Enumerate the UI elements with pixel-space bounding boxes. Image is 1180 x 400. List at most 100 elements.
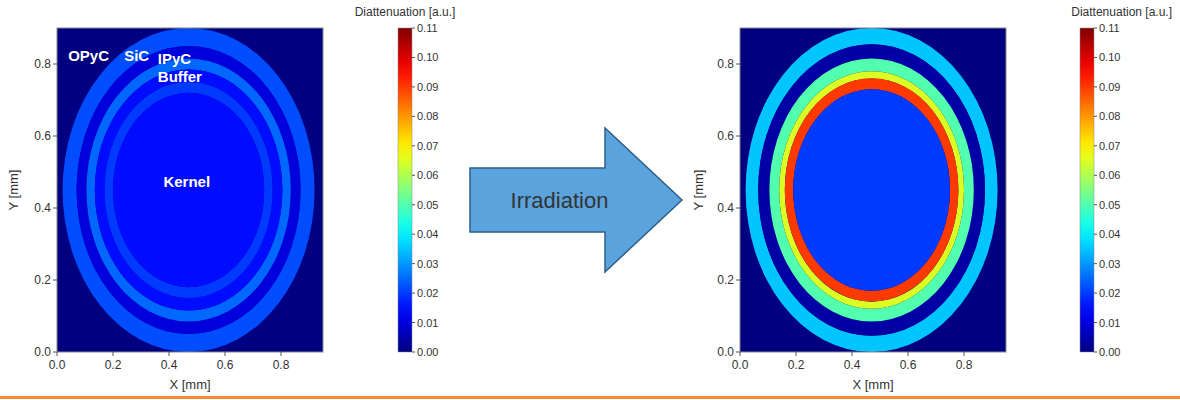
colorbar-tick: [412, 352, 415, 353]
y-tick: [53, 208, 57, 209]
panel: 0.00.20.40.60.80.00.20.40.60.8X [mm]Y [m…: [6, 5, 455, 392]
y-tick: [53, 352, 57, 353]
colorbar-tick-label: 0.05: [1099, 199, 1120, 211]
ring: [95, 69, 283, 310]
x-tick: [113, 352, 114, 356]
colorbar-tick-label: 0.08: [417, 110, 438, 122]
colorbar-tick-label: 0.08: [1099, 110, 1120, 122]
figure: 0.0 0.2 0.4 0.6 0.8 0.0 0.2 0.4 0.6 0.8 X [mm] Y [m…: [0, 0, 1180, 400]
y-tick-label: 0.0: [34, 345, 51, 359]
colorbar-tick: [412, 234, 415, 235]
plot-frame: [57, 28, 323, 352]
colorbar-tick: [1094, 234, 1097, 235]
colorbar-tick-label: 0.09: [417, 81, 438, 93]
x-tick-label: 0.8: [956, 358, 973, 372]
plot-background: [740, 28, 1006, 352]
colorbar-tick: [412, 28, 415, 29]
y-tick-label: 0.6: [717, 129, 734, 143]
colorbar: [1080, 28, 1094, 352]
x-tick: [281, 352, 282, 356]
y-tick: [736, 64, 740, 65]
x-tick: [852, 352, 853, 356]
colorbar: [398, 28, 412, 352]
arrow-label: Irradiation: [511, 188, 609, 213]
ring: [105, 82, 273, 298]
colorbar-tick-label: 0.03: [417, 258, 438, 270]
plot-background: [57, 28, 323, 352]
y-tick: [736, 136, 740, 137]
rings: [63, 28, 315, 352]
x-tick-label: 0.8: [273, 358, 290, 372]
y-tick: [736, 280, 740, 281]
colorbar-tick-label: 0.01: [1099, 317, 1120, 329]
colorbar-tick-label: 0.04: [417, 228, 438, 240]
ring: [779, 71, 964, 309]
y-tick-label: 0.4: [717, 201, 734, 215]
colorbar-tick-label: 0.07: [417, 140, 438, 152]
x-tick: [225, 352, 226, 356]
colorbar-tick-label: 0.05: [417, 199, 438, 211]
y-tick-label: 0.2: [34, 273, 51, 287]
y-tick: [736, 352, 740, 353]
colorbar-tick-label: 0.00: [1099, 346, 1120, 358]
x-tick-label: 0.4: [161, 358, 178, 372]
colorbar-tick: [1094, 204, 1097, 205]
layer-label: Kernel: [163, 173, 210, 190]
x-tick-label: 0.2: [105, 358, 122, 372]
colorbar-tick-label: 0.03: [1099, 258, 1120, 270]
colorbar-tick: [1094, 263, 1097, 264]
colorbar-title: Diattenuation [a.u.]: [1071, 5, 1172, 19]
accent-line: [0, 396, 1180, 399]
y-tick-label: 0.8: [717, 57, 734, 71]
y-tick-label: 0.6: [34, 129, 51, 143]
colorbar-tick-label: 0.11: [417, 22, 438, 34]
colorbar-tick-label: 0.09: [1099, 81, 1120, 93]
layer-label: Buffer: [158, 68, 202, 85]
ring: [86, 59, 290, 322]
ring: [113, 93, 264, 287]
colorbar-tick-label: 0.06: [417, 169, 438, 181]
colorbar-tick-label: 0.02: [417, 287, 438, 299]
colorbar-tick: [1094, 28, 1097, 29]
colorbar-tick: [1094, 145, 1097, 146]
colorbar-tick-label: 0.04: [1099, 228, 1120, 240]
colorbar-tick: [1094, 86, 1097, 87]
y-tick-label: 0.2: [717, 273, 734, 287]
x-tick-label: 0.6: [900, 358, 917, 372]
y-tick: [736, 208, 740, 209]
x-tick: [796, 352, 797, 356]
x-tick-label: 0.0: [49, 358, 66, 372]
ring: [758, 44, 985, 336]
y-tick-label: 0.8: [34, 57, 51, 71]
x-tick-label: 0.6: [217, 358, 234, 372]
x-tick: [740, 352, 741, 356]
layer-label: SiC: [124, 47, 149, 64]
colorbar-tick: [412, 86, 415, 87]
colorbar-tick-label: 0.00: [417, 346, 438, 358]
colorbar-tick-label: 0.01: [417, 317, 438, 329]
ring: [785, 78, 959, 301]
colorbar-tick: [412, 204, 415, 205]
colorbar-tick: [1094, 116, 1097, 117]
y-tick-label: 0.0: [717, 345, 734, 359]
x-axis-title: X [mm]: [852, 377, 893, 392]
colorbar-tick: [412, 175, 415, 176]
arrow: [470, 128, 682, 272]
ring: [63, 28, 315, 352]
ring: [793, 89, 950, 291]
colorbar-tick: [412, 263, 415, 264]
colorbar-tick: [1094, 322, 1097, 323]
colorbar-tick-label: 0.10: [1099, 51, 1120, 63]
x-tick: [908, 352, 909, 356]
y-tick-label: 0.4: [34, 201, 51, 215]
colorbar-tick: [1094, 293, 1097, 294]
colorbar-tick: [412, 57, 415, 58]
x-tick-label: 0.2: [788, 358, 805, 372]
colorbar-tick: [1094, 175, 1097, 176]
y-axis-title: Y [mm]: [6, 170, 21, 211]
colorbar-tick: [412, 322, 415, 323]
rings: [746, 28, 998, 352]
colorbar-tick-label: 0.11: [1099, 22, 1120, 34]
ring: [769, 59, 973, 322]
panel: 0.00.20.40.60.80.00.20.40.60.8X [mm]Y [m…: [691, 5, 1172, 392]
